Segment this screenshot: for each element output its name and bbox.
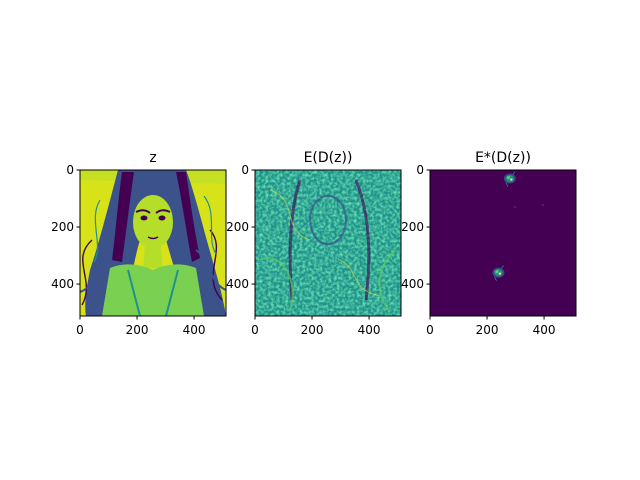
y-tick-label: 0 (416, 163, 424, 177)
bright-cluster (503, 171, 516, 187)
subplot-title: E*(D(z)) (475, 150, 531, 166)
x-tick-label: 200 (126, 323, 149, 337)
y-axis: 0 200 400 (51, 163, 80, 291)
x-tick-label: 400 (183, 323, 206, 337)
heatmap-image (430, 170, 576, 316)
y-tick-label: 200 (401, 220, 424, 234)
x-axis: 0 200 400 (251, 316, 381, 337)
subplot-title: z (149, 150, 156, 166)
x-axis: 0 200 400 (426, 316, 556, 337)
x-tick-label: 400 (533, 323, 556, 337)
x-tick-label: 200 (476, 323, 499, 337)
x-tick-label: 0 (251, 323, 259, 337)
x-tick-label: 400 (358, 323, 381, 337)
y-tick-label: 0 (241, 163, 249, 177)
y-tick-label: 200 (226, 220, 249, 234)
cluster-group (492, 171, 516, 281)
y-tick-label: 400 (401, 277, 424, 291)
x-axis: 0 200 400 (76, 316, 206, 337)
subplot-title: E(D(z)) (304, 150, 353, 166)
y-axis: 0 200 400 (401, 163, 430, 291)
axes-frame (429, 169, 577, 317)
y-tick-label: 400 (51, 277, 74, 291)
subplot-encoded-decoded: E(D(z)) 0 200 400 0 200 400 (226, 150, 402, 337)
y-tick-label: 400 (226, 277, 249, 291)
bright-cluster (492, 265, 505, 281)
y-axis: 0 200 400 (226, 163, 255, 291)
heatmap-image (255, 170, 401, 316)
x-tick-label: 200 (301, 323, 324, 337)
subplot-encoded-star: E*(D(z)) 0 200 400 0 200 400 (401, 150, 577, 337)
y-tick-label: 0 (66, 163, 74, 177)
heatmap-image (80, 170, 226, 316)
x-tick-label: 0 (76, 323, 84, 337)
subplot-z: z (51, 150, 227, 337)
axes-frame (79, 169, 227, 317)
axes-frame (254, 169, 402, 317)
x-tick-label: 0 (426, 323, 434, 337)
y-tick-label: 200 (51, 220, 74, 234)
